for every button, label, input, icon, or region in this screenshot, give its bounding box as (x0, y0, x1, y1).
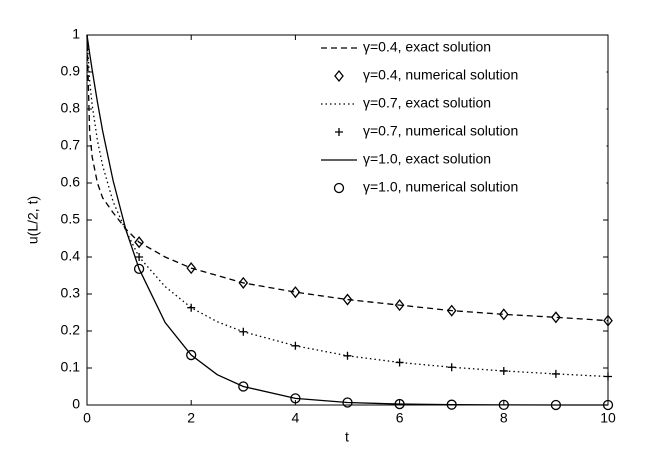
x-tick-label: 4 (292, 410, 300, 426)
series-marker (446, 304, 457, 317)
x-tick-label: 2 (187, 410, 195, 426)
series-marker (550, 399, 562, 411)
series-marker (342, 397, 353, 408)
y-tick-label: 0.3 (61, 285, 81, 301)
series-marker (499, 366, 508, 375)
x-tick-label: 8 (500, 410, 508, 426)
series (86, 34, 609, 406)
series-marker (186, 262, 197, 275)
legend-label: γ=0.4, exact solution (363, 39, 491, 55)
y-tick-label: 0.2 (61, 322, 81, 338)
series-marker (602, 399, 614, 411)
series-marker (135, 253, 144, 261)
series-marker (603, 314, 613, 327)
legend: γ=0.4, exact solution γ=0.4, numerical so… (303, 35, 607, 211)
x-tick-label: 6 (396, 410, 404, 426)
y-tick-label: 0.9 (61, 63, 81, 79)
legend-label: γ=1.0, numerical solution (363, 179, 518, 195)
series-marker (290, 393, 301, 404)
series-marker (342, 293, 353, 306)
series-marker (291, 341, 300, 350)
series (86, 34, 609, 322)
y-tick-label: 0 (72, 396, 80, 412)
series-marker (551, 369, 560, 378)
series-marker (238, 381, 249, 392)
y-tick-label: 0.4 (61, 248, 81, 264)
y-tick-label: 0.8 (61, 100, 81, 116)
legend-swatch (335, 128, 343, 136)
legend-swatch (334, 69, 344, 83)
series-marker (498, 308, 509, 321)
y-tick-label: 0.7 (61, 137, 81, 153)
series-marker (133, 263, 145, 274)
y-tick-label: 0.6 (61, 174, 81, 190)
series-marker (446, 399, 457, 410)
series-marker (394, 299, 405, 312)
series-marker (604, 372, 612, 381)
series (135, 253, 612, 381)
legend-swatch (333, 182, 345, 194)
legend-label: γ=0.4, numerical solution (363, 67, 518, 83)
series-marker (134, 236, 144, 249)
series (133, 263, 614, 411)
series-marker (186, 349, 197, 361)
series-marker (551, 311, 561, 324)
series-marker (394, 398, 405, 410)
series-marker (447, 363, 456, 372)
series-marker (395, 358, 404, 367)
legend-label: γ=0.7, exact solution (363, 95, 491, 111)
series-marker (498, 399, 509, 411)
x-tick-label: 0 (83, 410, 91, 426)
series-marker (343, 351, 352, 360)
series-marker (187, 303, 196, 312)
series-line (86, 34, 609, 406)
legend-box (303, 35, 607, 211)
x-axis-label: t (345, 429, 349, 445)
series-marker (238, 276, 249, 289)
legend-label: γ=1.0, exact solution (363, 151, 491, 167)
y-tick-label: 1 (72, 26, 80, 42)
y-axis-label: u(L/2, t) (25, 196, 41, 244)
series-marker (239, 327, 248, 336)
x-tick-label: 10 (600, 410, 616, 426)
y-tick-label: 0.1 (61, 359, 81, 375)
series-marker (290, 286, 301, 299)
series (134, 236, 613, 327)
series-line (86, 34, 609, 322)
legend-label: γ=0.7, numerical solution (363, 123, 518, 139)
y-tick-label: 0.5 (61, 211, 81, 227)
